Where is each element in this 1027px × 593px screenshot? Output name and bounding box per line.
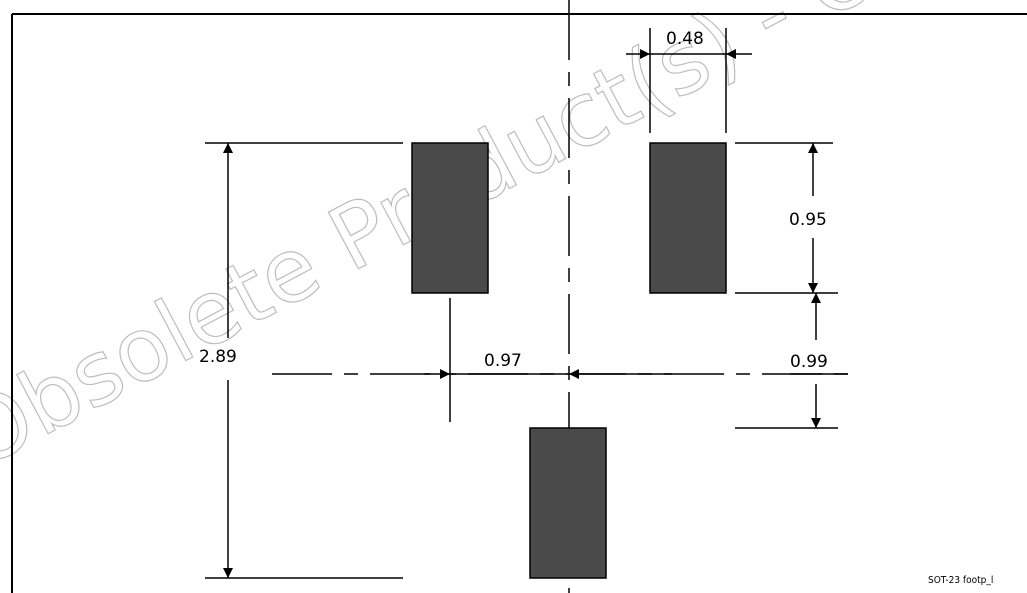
frame-border [11, 13, 1027, 593]
figure-label: SOT-23 footp_l [928, 575, 993, 586]
watermark: Obsolete Product(s) - Obsolete [0, 0, 1027, 489]
dimension-label-pad-width: 0.48 [666, 29, 704, 49]
dimension-label-pad-height: 0.95 [789, 210, 827, 230]
pad-top-right [649, 142, 727, 294]
dimension-label-center-offset: 0.97 [484, 351, 522, 371]
dimension-label-overall-height: 2.89 [199, 347, 237, 367]
dimension-label-pad-gap: 0.99 [790, 352, 828, 372]
pad-bottom [529, 427, 607, 579]
pad-top-left [411, 142, 489, 294]
